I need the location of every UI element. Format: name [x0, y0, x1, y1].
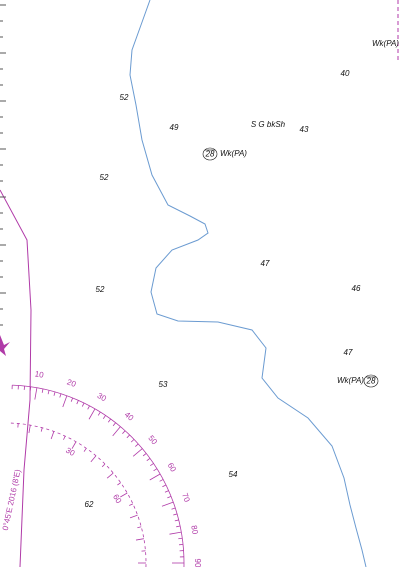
- rose-tick: [150, 463, 154, 467]
- rose-tick: [162, 484, 167, 488]
- bearing-label: 80: [189, 525, 200, 536]
- wreck-label: Wk(PA): [220, 149, 247, 158]
- rose-tick: [167, 495, 172, 499]
- wreck-depth-ring: [202, 147, 218, 161]
- wreck-label: Wk(PA): [337, 376, 364, 385]
- rose-tick: [106, 472, 114, 479]
- rose-tick: [63, 435, 66, 440]
- rose-tick: [130, 439, 135, 443]
- rose-tick: [117, 482, 121, 486]
- sounding: 52: [120, 93, 129, 102]
- rose-tick: [112, 422, 116, 427]
- rose-tick: [59, 393, 62, 398]
- bearing-label: 70: [180, 492, 192, 504]
- rose-ring: [10, 422, 147, 567]
- rose-tick: [159, 479, 164, 482]
- rose-tick: [176, 525, 181, 528]
- sounding: 53: [159, 380, 168, 389]
- sounding: 40: [341, 69, 350, 78]
- rose-tick: [97, 411, 101, 416]
- rose-tick: [76, 400, 79, 405]
- sounding: 47: [261, 259, 270, 268]
- wreck-depth-ring: [363, 374, 379, 388]
- bearing-label: 90: [193, 559, 202, 567]
- rose-tick: [153, 468, 158, 472]
- rose-ring: [12, 384, 185, 567]
- rose-tick: [173, 513, 178, 516]
- depth-contour: [129, 0, 367, 567]
- rose-tick: [142, 453, 147, 457]
- rose-tick: [112, 426, 121, 437]
- rose-tick: [29, 386, 32, 391]
- rose-tick: [50, 431, 55, 440]
- rose-tick: [70, 397, 74, 402]
- wreck-depth: 28: [366, 377, 376, 386]
- rose-tick: [101, 463, 106, 468]
- rose-tick: [161, 501, 174, 507]
- rose-tick: [129, 503, 134, 506]
- rose-tick: [146, 458, 151, 462]
- rose-tick: [122, 430, 126, 434]
- seabed-label: S G bkSh: [251, 120, 286, 129]
- rose-tick: [53, 391, 56, 396]
- rose-tick: [107, 418, 111, 423]
- rose-tick: [135, 538, 144, 541]
- boundary-line: [0, 189, 32, 567]
- rose-tick: [102, 415, 106, 419]
- rose-tick: [120, 492, 128, 498]
- rose-tick: [149, 473, 161, 481]
- rose-tick: [169, 531, 182, 535]
- sounding: 54: [229, 470, 238, 479]
- sounding: 52: [96, 285, 105, 294]
- rose-tick: [132, 448, 143, 457]
- sounding: 46: [352, 284, 361, 293]
- rose-tick: [135, 443, 139, 447]
- rose-tick: [47, 390, 50, 395]
- bearing-label: 20: [66, 377, 78, 389]
- rose-tick: [90, 455, 97, 463]
- rose-tick: [129, 514, 138, 519]
- bearing-label: 10: [34, 369, 45, 380]
- rose-tick: [164, 490, 169, 493]
- rose-tick: [126, 434, 130, 439]
- light-star: [0, 335, 10, 356]
- sounding: 52: [100, 173, 109, 182]
- rose-tick: [81, 402, 85, 407]
- sounding: 62: [85, 500, 94, 509]
- wreck-label: Wk(PA): [372, 39, 399, 48]
- sounding: 49: [170, 123, 179, 132]
- rose-tick: [83, 448, 87, 452]
- rose-tick: [34, 387, 38, 400]
- sounding: 43: [300, 125, 309, 134]
- rose-tick: [87, 405, 90, 410]
- rose-tick: [171, 507, 176, 510]
- rose-tick: [71, 441, 77, 449]
- rose-tick: [40, 427, 43, 432]
- rose-tick: [88, 408, 96, 420]
- rose-tick: [137, 526, 142, 529]
- sounding: 47: [344, 348, 353, 357]
- wreck-depth: 28: [205, 150, 215, 159]
- rose-tick: [41, 388, 44, 393]
- rose-tick: [178, 537, 183, 540]
- rose-tick: [28, 425, 31, 434]
- rose-tick: [62, 395, 68, 408]
- rose-tick: [174, 519, 179, 522]
